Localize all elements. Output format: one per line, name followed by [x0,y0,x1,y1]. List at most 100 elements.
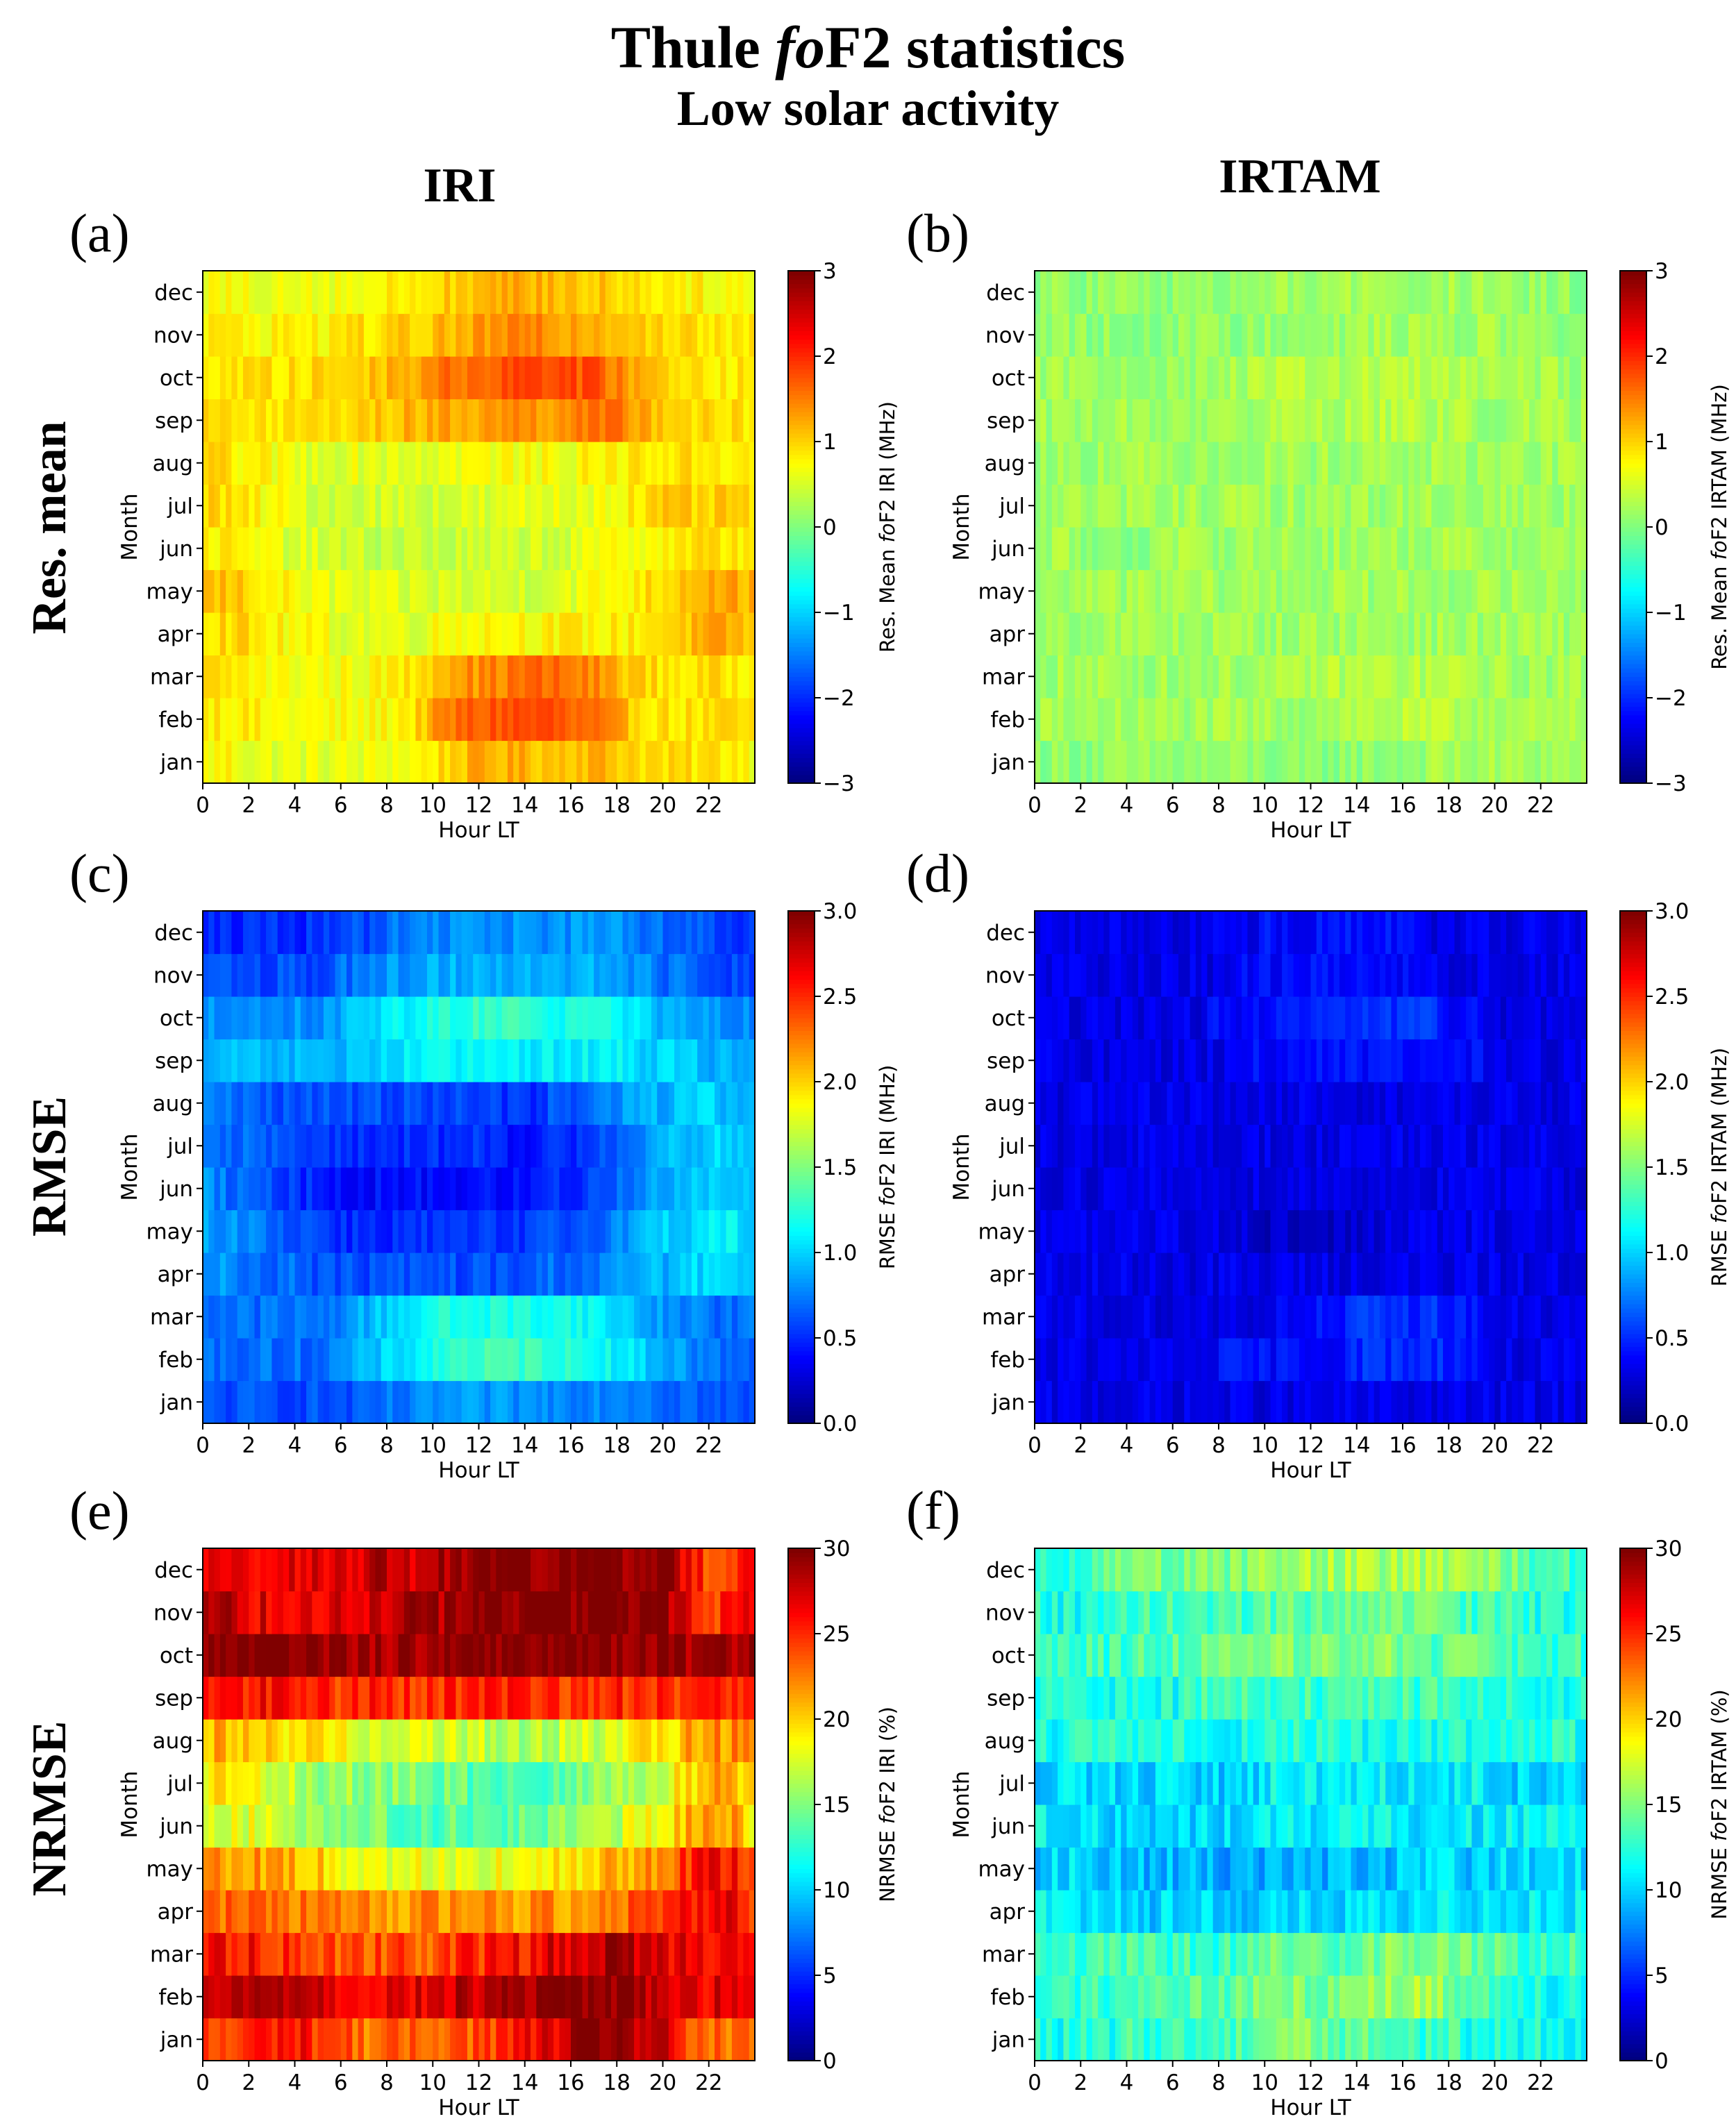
heat-cell [1426,1338,1433,1382]
colorbar-strip [788,1402,815,1407]
heat-cell [1282,1082,1288,1125]
heat-cell [1184,1167,1191,1211]
heat-cell [1086,313,1093,357]
heat-cell [1265,1295,1271,1339]
heat-cell [277,1039,284,1082]
heat-cell [1408,484,1415,528]
heat-cell [1161,1209,1168,1253]
heat-cell [1529,1082,1536,1125]
heat-cell [507,655,514,698]
heat-cell [272,569,278,613]
heat-cell [685,442,692,485]
heat-cell [668,612,675,656]
heat-cell [1540,271,1547,315]
heat-cell [1391,1252,1398,1296]
heat-cell [1242,1082,1249,1125]
heat-cell [1379,442,1386,485]
heat-cell [1500,612,1507,656]
colorbar-strip [788,1171,815,1177]
heat-cell [329,313,336,357]
heat-cell [1391,612,1398,656]
heat-cell [697,1209,704,1253]
heat-cell [1477,1252,1484,1296]
heat-cell [703,271,710,315]
heat-cell [444,399,451,442]
heat-cell [1172,996,1179,1040]
heat-cell [461,1338,468,1382]
heat-cell [335,1252,342,1296]
heat-cell [1454,1167,1461,1211]
heat-cell [203,655,209,698]
heat-cell [685,313,692,357]
heat-cell [467,698,474,742]
heat-cell [1385,399,1392,442]
heat-cell [1149,1338,1156,1382]
heat-cell [294,612,301,656]
heat-cell [340,911,347,955]
heat-cell [731,399,738,442]
heat-cell [306,1209,312,1253]
heat-cell [1121,527,1128,571]
heat-cell [1575,271,1582,315]
heat-cell [260,953,267,997]
heat-cell [542,1039,549,1082]
heat-cell [731,1295,738,1339]
heat-cell [1442,1295,1449,1339]
heat-cell [697,1380,704,1424]
heat-cell [513,1252,520,1296]
heat-cell [219,1295,226,1339]
heat-cell [536,1252,543,1296]
heat-cell [347,655,353,698]
heat-cell [542,698,549,742]
heat-cell [691,1380,698,1424]
heat-cell [300,569,307,613]
colorbar-strip [788,608,815,613]
heat-cell [254,1209,261,1253]
heat-cell [433,569,440,613]
heat-cell [403,1338,410,1382]
heat-cell [392,399,399,442]
colorbar-strip [1620,676,1646,682]
heat-cell [1138,1295,1144,1339]
heat-cell [277,399,284,442]
heat-cell [1546,442,1553,485]
heat-cell [1287,1039,1294,1082]
heat-cell [1408,271,1415,315]
heat-cell [450,1338,456,1382]
heat-cell [340,527,347,571]
heat-cell [249,271,256,315]
heat-cell [352,612,359,656]
heat-cell [352,911,359,955]
heat-cell [381,527,387,571]
heat-cell [1477,356,1484,400]
heat-cell [1201,1167,1208,1211]
heat-cell [685,527,692,571]
colorbar-strip [788,1380,815,1386]
heat-cell [444,698,451,742]
heat-cell [392,911,399,955]
heat-cell [576,271,583,315]
heat-cell [1270,442,1277,485]
heat-cell [237,996,244,1040]
y-tick-label: dec [154,921,193,946]
heat-cell [490,953,496,997]
colorbar-strip [788,659,815,664]
colorbar-strip [788,1132,815,1138]
heat-cell [1442,1252,1449,1296]
heat-cell [1219,1380,1225,1424]
heat-cell [1178,1338,1185,1382]
heat-cell [289,399,296,442]
heat-cell [553,1039,560,1082]
heat-cell [1282,1039,1288,1082]
heat-cell [1345,399,1352,442]
heat-cell [565,1252,571,1296]
heat-cell [1552,1082,1559,1125]
heat-cell [645,313,652,357]
heat-cell [1149,1380,1156,1424]
heat-cell [1489,1167,1496,1211]
heat-cell [231,569,238,613]
heat-cell [1126,356,1133,400]
colorbar-strip [788,1013,815,1019]
heat-cell [743,1338,750,1382]
colorbar-tick-label: 3.0 [823,899,857,924]
